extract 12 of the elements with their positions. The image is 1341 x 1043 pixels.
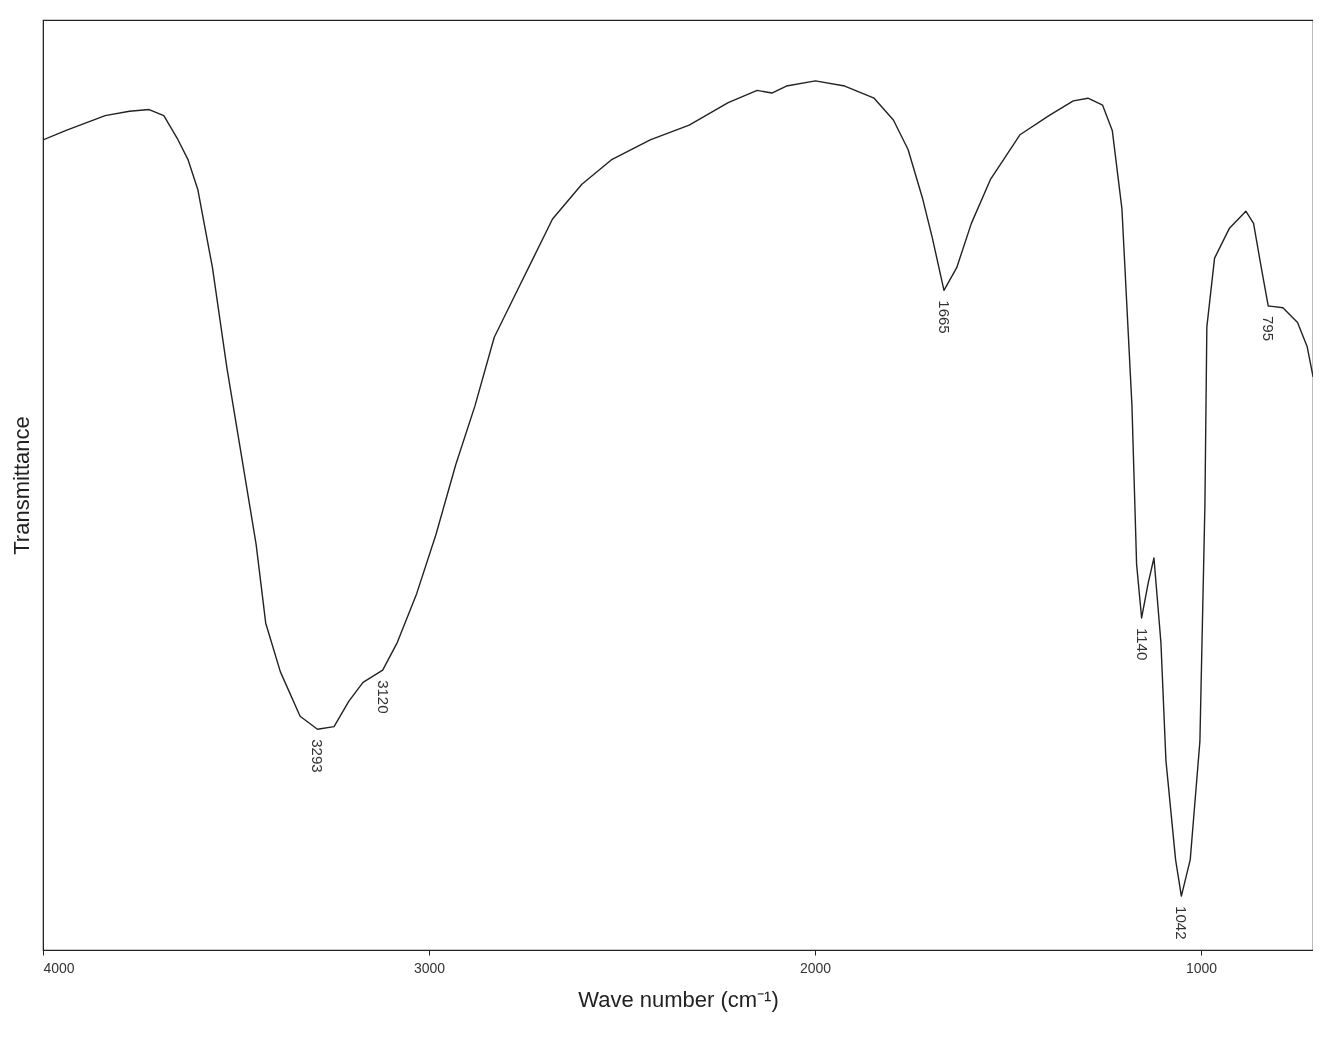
x-tick-label: 4000	[43, 959, 75, 976]
annotation: 3293	[309, 739, 327, 773]
annotation: 1140	[1133, 627, 1151, 661]
annotation: 3120	[374, 680, 392, 714]
x-tick-label: 1000	[1185, 959, 1218, 976]
x-tick-label: 2000	[799, 959, 832, 976]
annotation: 795	[1260, 315, 1278, 341]
x-tick-label: 3000	[413, 959, 446, 976]
annotation: 1042	[1173, 906, 1191, 940]
y-axis-title: Transmittance	[8, 416, 34, 555]
x-axis-title: Wave number (cm⁻¹)	[578, 986, 779, 1012]
annotation: 1665	[935, 300, 953, 334]
